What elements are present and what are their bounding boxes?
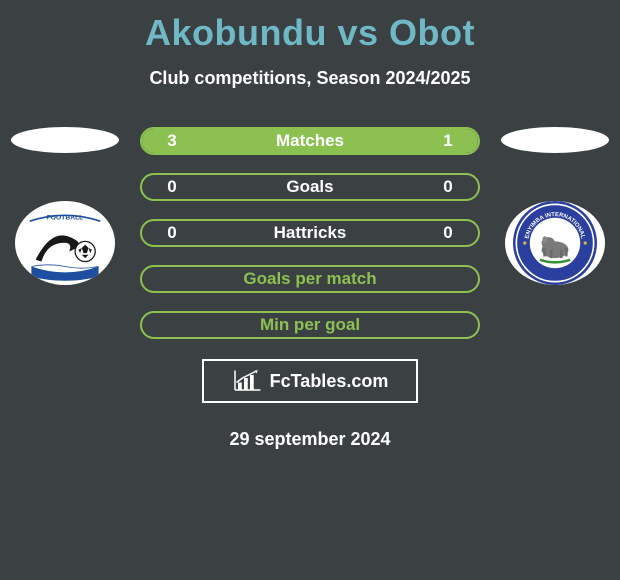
subtitle: Club competitions, Season 2024/2025 bbox=[149, 68, 470, 89]
dolphin-crest-icon: FOOTBALL bbox=[15, 201, 115, 285]
stat-label: Goals per match bbox=[142, 269, 478, 289]
right-column: ENYIMBA INTERNATIONAL ABA, NIGERIA bbox=[500, 127, 610, 285]
left-crest: FOOTBALL bbox=[15, 201, 115, 285]
stat-label: Matches bbox=[142, 131, 478, 151]
right-oval bbox=[501, 127, 609, 153]
left-column: FOOTBALL bbox=[10, 127, 120, 285]
stat-pill-goals-per-match: Goals per match bbox=[140, 265, 480, 293]
branding-text: FcTables.com bbox=[270, 371, 389, 392]
stat-pill-matches: 3Matches1 bbox=[140, 127, 480, 155]
stat-right-value: 1 bbox=[430, 131, 466, 151]
stat-label: Min per goal bbox=[142, 315, 478, 335]
branding-box[interactable]: FcTables.com bbox=[202, 359, 418, 403]
date-line: 29 september 2024 bbox=[229, 429, 390, 450]
stats-column: 3Matches10Goals00Hattricks0Goals per mat… bbox=[140, 127, 480, 339]
comparison-card: Akobundu vs Obot Club competitions, Seas… bbox=[0, 0, 620, 450]
enyimba-crest-icon: ENYIMBA INTERNATIONAL ABA, NIGERIA bbox=[505, 201, 605, 285]
stat-pill-min-per-goal: Min per goal bbox=[140, 311, 480, 339]
left-oval bbox=[11, 127, 119, 153]
stat-label: Hattricks bbox=[142, 223, 478, 243]
stat-label: Goals bbox=[142, 177, 478, 197]
bar-chart-icon bbox=[232, 369, 262, 393]
stat-pill-hattricks: 0Hattricks0 bbox=[140, 219, 480, 247]
stat-pill-goals: 0Goals0 bbox=[140, 173, 480, 201]
svg-text:FOOTBALL: FOOTBALL bbox=[47, 214, 84, 221]
stat-right-value: 0 bbox=[430, 177, 466, 197]
stat-right-value: 0 bbox=[430, 223, 466, 243]
page-title: Akobundu vs Obot bbox=[145, 12, 475, 54]
main-area: FOOTBALL 3Matches10Goals00Hattricks0Goal… bbox=[0, 127, 620, 339]
right-crest: ENYIMBA INTERNATIONAL ABA, NIGERIA bbox=[505, 201, 605, 285]
